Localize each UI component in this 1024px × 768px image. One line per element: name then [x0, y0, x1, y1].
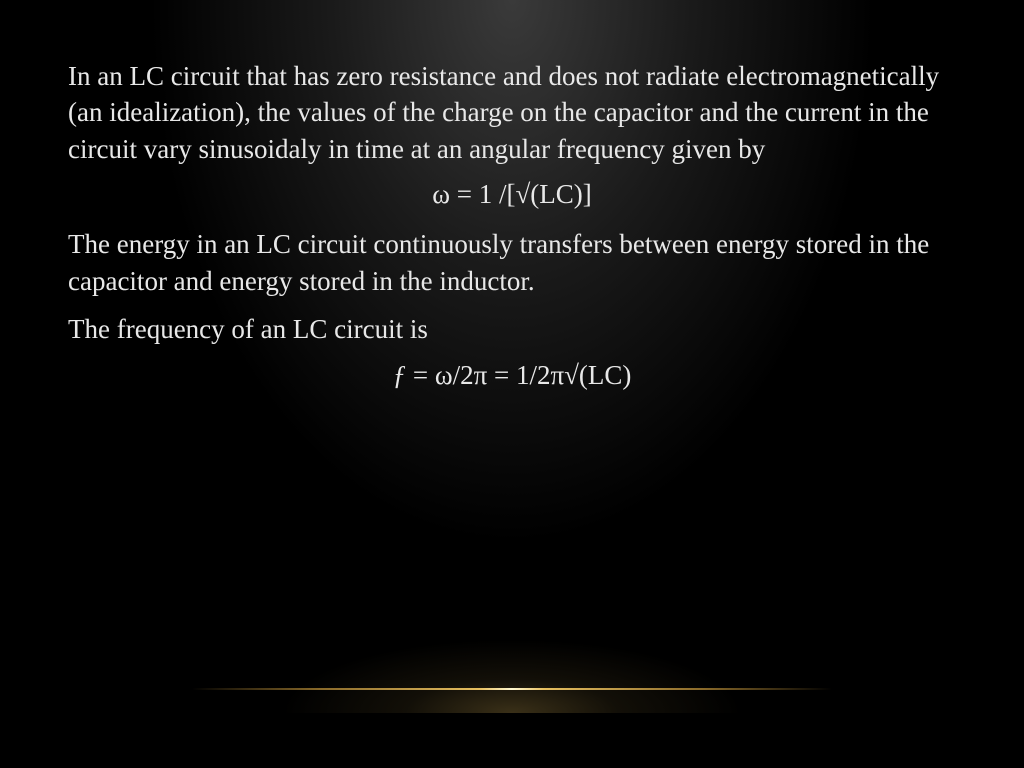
- slide-content: In an LC circuit that has zero resistanc…: [0, 0, 1024, 391]
- energy-paragraph: The energy in an LC circuit continuously…: [68, 226, 956, 299]
- frequency-intro: The frequency of an LC circuit is: [68, 311, 956, 347]
- angular-frequency-formula: ω = 1 /[√(LC)]: [68, 179, 956, 210]
- formula-f-symbol: ƒ: [393, 360, 407, 390]
- formula-rest: = ω/2π = 1/2π√(LC): [406, 360, 631, 390]
- intro-paragraph: In an LC circuit that has zero resistanc…: [68, 58, 956, 167]
- decorative-accent-line: [192, 688, 832, 690]
- decorative-glow: [262, 633, 762, 713]
- frequency-formula: ƒ = ω/2π = 1/2π√(LC): [68, 360, 956, 391]
